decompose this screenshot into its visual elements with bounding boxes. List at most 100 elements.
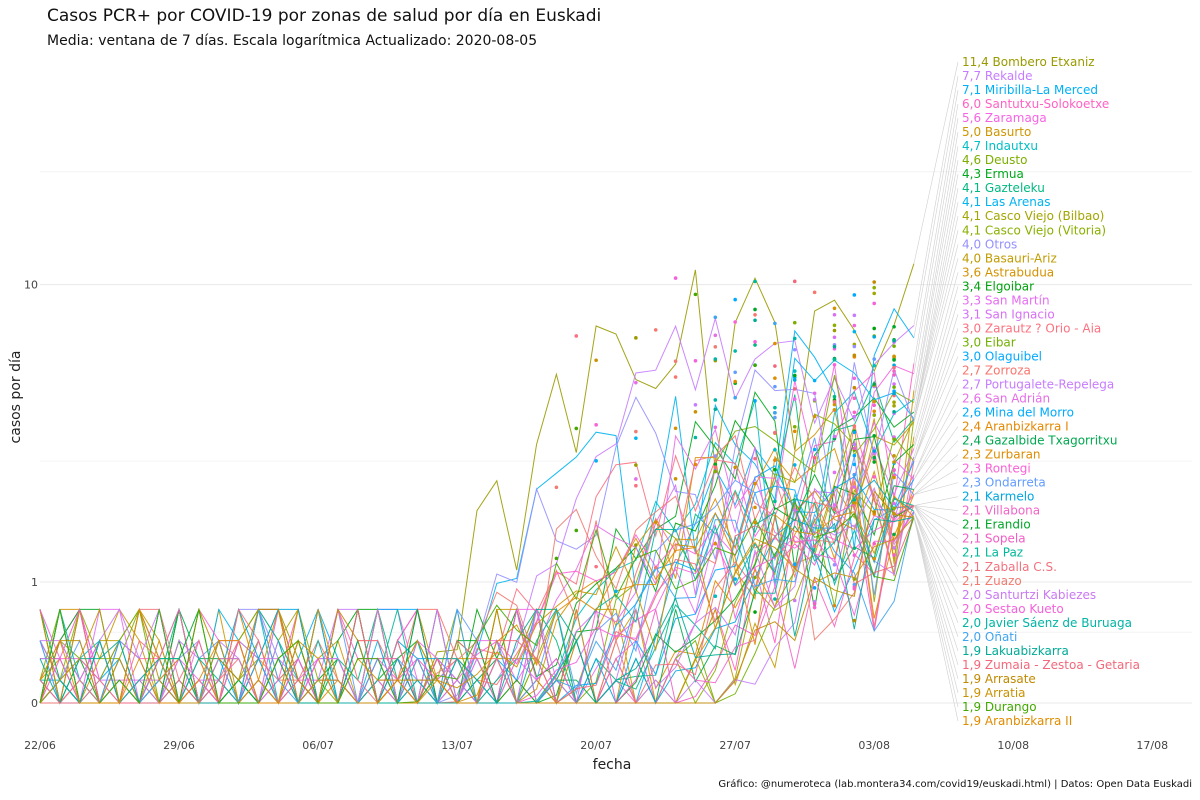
daily-point (852, 546, 857, 550)
daily-point (892, 358, 896, 362)
daily-point (713, 469, 718, 474)
series-label: 2,7 Zorroza (962, 363, 1031, 377)
series-label: 5,0 Basurto (962, 125, 1031, 139)
series-label: 11,4 Bombero Etxaniz (962, 55, 1095, 69)
daily-point (872, 510, 877, 514)
daily-point (852, 396, 857, 401)
daily-point (832, 434, 837, 439)
label-leader (913, 511, 959, 623)
daily-point (872, 433, 877, 438)
daily-point (852, 582, 857, 587)
daily-point (753, 520, 757, 525)
daily-point (852, 485, 857, 489)
y-axis-title: casos por día (8, 351, 24, 444)
daily-point (892, 532, 896, 537)
daily-point (713, 462, 718, 467)
daily-point (892, 338, 896, 343)
series-label: 2,0 Santurtzi Kabiezes (962, 588, 1096, 602)
daily-point (852, 453, 857, 458)
label-leaders (913, 61, 959, 722)
daily-point (852, 446, 857, 451)
daily-point (892, 354, 896, 359)
daily-point (773, 467, 777, 472)
series-label: 1,9 Arrasate (962, 672, 1036, 686)
daily-point (792, 320, 797, 325)
daily-point (554, 485, 559, 490)
daily-point (614, 589, 618, 594)
daily-point (832, 399, 837, 404)
daily-point (713, 541, 718, 546)
x-tick-label: 06/07 (302, 739, 334, 752)
daily-point (753, 318, 757, 323)
series-label: 2,3 Ondarreta (962, 476, 1046, 490)
series-points (554, 276, 896, 623)
daily-point (892, 404, 896, 408)
daily-point (753, 481, 757, 486)
daily-point (792, 397, 797, 401)
series-label: 2,3 Rontegi (962, 462, 1031, 476)
daily-point (773, 597, 777, 601)
series-label: 1,9 Aranbizkarra II (962, 714, 1072, 728)
x-tick-label: 10/08 (997, 739, 1029, 752)
daily-point (852, 385, 857, 390)
daily-point (852, 618, 857, 623)
daily-point (753, 456, 757, 461)
daily-point (753, 363, 757, 368)
daily-point (753, 279, 757, 284)
daily-point (634, 436, 638, 440)
daily-point (812, 455, 817, 460)
daily-point (852, 442, 857, 447)
series-label: 2,1 Zuazo (962, 574, 1022, 588)
x-tick-label: 03/08 (858, 739, 890, 752)
daily-point (892, 506, 896, 511)
daily-point (773, 341, 777, 346)
daily-point (812, 414, 817, 419)
daily-point (713, 454, 718, 458)
label-leader (913, 188, 959, 419)
daily-point (753, 307, 757, 312)
daily-point (673, 477, 678, 481)
daily-point (832, 402, 837, 407)
daily-point (872, 455, 877, 460)
daily-point (792, 347, 797, 352)
daily-point (852, 585, 857, 589)
daily-point (812, 605, 817, 610)
daily-point (852, 353, 857, 358)
daily-point (753, 313, 757, 317)
daily-point (852, 501, 857, 505)
daily-point (733, 465, 737, 470)
daily-point (892, 324, 896, 329)
daily-point (792, 424, 797, 429)
label-leader (913, 505, 959, 553)
series-line (40, 390, 915, 705)
daily-point (872, 409, 877, 414)
series-label: 2,1 Karmelo (962, 490, 1034, 504)
label-leader (913, 384, 959, 475)
daily-point (832, 503, 837, 507)
daily-point (852, 553, 857, 558)
label-leader (913, 517, 959, 722)
label-leader (913, 118, 959, 374)
label-leader (913, 314, 959, 457)
daily-point (753, 575, 757, 580)
chart-subtitle: Media: ventana de 7 días. Escala logarít… (47, 33, 537, 49)
series-label: 2,1 Villabona (962, 504, 1040, 518)
label-leader (913, 286, 959, 445)
daily-point (693, 292, 698, 297)
daily-point (872, 285, 877, 290)
daily-point (594, 564, 598, 569)
y-axis: 0 1 10 (24, 279, 38, 710)
chart-caption: Gráfico: @numeroteca (lab.montera34.com/… (718, 778, 1192, 790)
daily-point (634, 380, 638, 385)
series-label: 4,1 Las Arenas (962, 195, 1050, 209)
series-label: 2,4 Aranbizkarra I (962, 420, 1069, 434)
daily-point (872, 335, 877, 339)
series-label: 2,1 Erandio (962, 518, 1031, 532)
daily-point (733, 395, 737, 400)
label-leader (913, 517, 959, 680)
daily-point (773, 430, 777, 435)
series-label: 4,6 Deusto (962, 153, 1027, 167)
series-label: 2,0 Sestao Kueto (962, 602, 1064, 616)
daily-point (872, 413, 877, 417)
daily-point (852, 424, 857, 429)
